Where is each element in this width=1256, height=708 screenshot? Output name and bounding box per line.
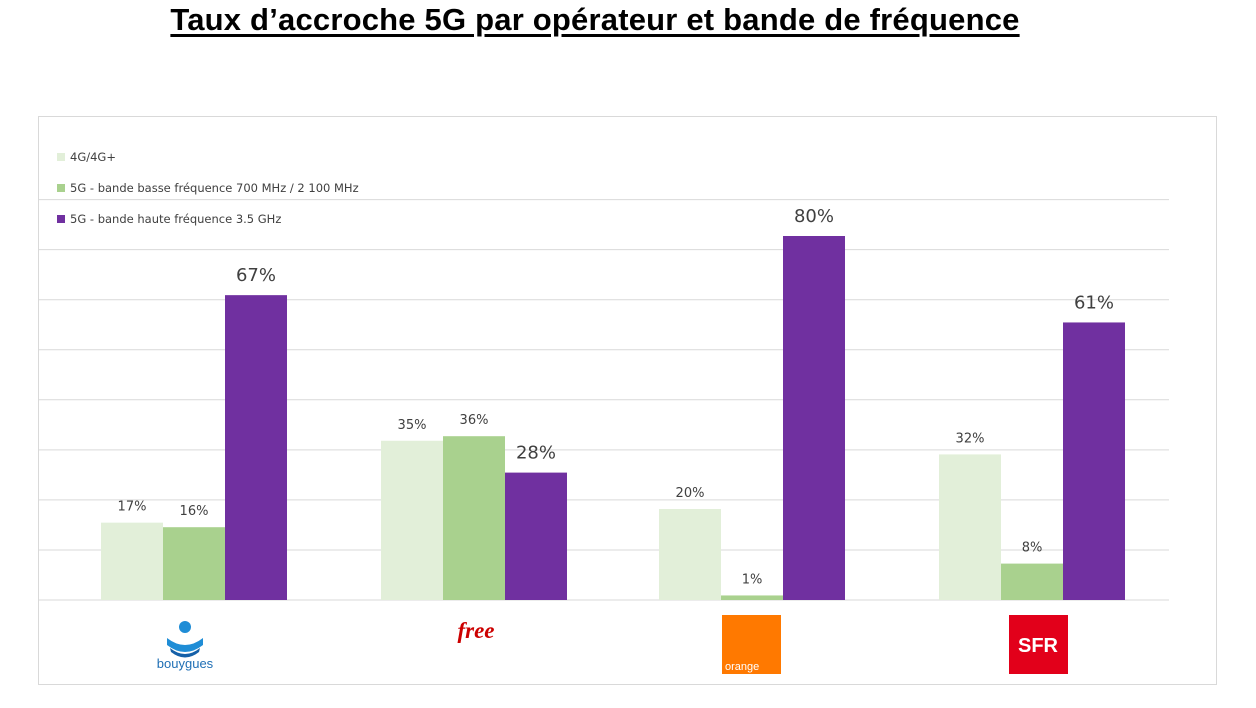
orange-logo: orange [722, 615, 781, 674]
legend: 4G/4G+ 5G - bande basse fréquence 700 MH… [57, 150, 359, 226]
legend-item-4g: 4G/4G+ [57, 150, 116, 164]
bar-free-5g-low [443, 436, 505, 600]
legend-label-5g-high: 5G - bande haute fréquence 3.5 GHz [70, 212, 281, 226]
data-label-bouygues-5g-high: 67% [236, 265, 276, 286]
bar-sfr-4g [939, 454, 1001, 600]
free-logo: free [457, 618, 494, 643]
legend-swatch-5g-high [57, 215, 65, 223]
bar-sfr-5g-low [1001, 563, 1063, 600]
bar-sfr-5g-high [1063, 322, 1125, 600]
data-label-free-4g: 35% [398, 418, 427, 433]
legend-label-5g-low: 5G - bande basse fréquence 700 MHz / 2 1… [70, 181, 359, 195]
orange-logo-text: orange [725, 661, 759, 673]
legend-swatch-4g [57, 153, 65, 161]
legend-item-5g-high: 5G - bande haute fréquence 3.5 GHz [57, 212, 281, 226]
chart-svg: 17% 16% 67% 35% 36% 28% 20% 1% 80% 32% 8% 61% 4G/4G… [39, 150, 1169, 674]
data-label-orange-4g: 20% [676, 486, 705, 501]
legend-label-4g: 4G/4G+ [70, 150, 116, 164]
data-label-sfr-5g-high: 61% [1074, 292, 1114, 313]
bar-bouygues-4g [101, 522, 163, 600]
data-label-orange-5g-low: 1% [742, 572, 763, 587]
chart-title: Taux d’accroche 5G par opérateur et band… [170, 2, 1020, 37]
data-label-bouygues-5g-low: 16% [180, 504, 209, 519]
data-label-orange-5g-high: 80% [794, 206, 834, 227]
data-labels: 17% 16% 67% 35% 36% 28% 20% 1% 80% 32% 8% 61% [118, 206, 1114, 587]
bouygues-logo-text: bouygues [157, 656, 214, 671]
data-label-free-5g-low: 36% [460, 413, 489, 428]
bar-orange-4g [659, 509, 721, 600]
bar-orange-5g-high [783, 236, 845, 600]
sfr-logo: SFR [1009, 615, 1068, 674]
bar-orange-5g-low [721, 595, 783, 600]
bar-bouygues-5g-high [225, 295, 287, 600]
bar-bouygues-5g-low [163, 527, 225, 600]
bar-free-4g [381, 440, 443, 600]
bars [101, 236, 1125, 600]
legend-item-5g-low: 5G - bande basse fréquence 700 MHz / 2 1… [57, 181, 359, 195]
chart-area: 17% 16% 67% 35% 36% 28% 20% 1% 80% 32% 8% 61% 4G/4G… [38, 116, 1217, 685]
data-label-free-5g-high: 28% [516, 443, 556, 464]
bar-free-5g-high [505, 472, 567, 600]
bouygues-logo: bouygues [157, 621, 214, 671]
legend-swatch-5g-low [57, 184, 65, 192]
data-label-sfr-4g: 32% [956, 431, 985, 446]
free-logo-text: free [457, 618, 494, 643]
data-label-bouygues-4g: 17% [118, 500, 147, 515]
sfr-logo-text: SFR [1018, 635, 1059, 657]
data-label-sfr-5g-low: 8% [1022, 541, 1043, 556]
